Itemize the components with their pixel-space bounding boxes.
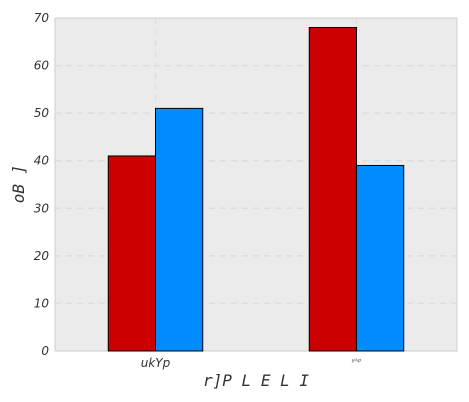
bars-group	[107, 27, 405, 352]
x-tick-label: ʸᴬᵖ	[352, 357, 362, 366]
x-axis-title: r]P L E L I	[203, 371, 309, 390]
y-tick-label: 50	[34, 106, 50, 120]
y-axis-title: oB ]	[9, 165, 28, 204]
y-tick-labels: 0 10 20 30 40 50 60 70	[34, 11, 50, 358]
bar	[308, 27, 358, 352]
y-tick-label: 40	[34, 154, 50, 168]
y-tick-label: 70	[34, 11, 50, 25]
x-tick-labels: ukYp ʸᴬᵖ	[141, 356, 362, 370]
bar	[155, 107, 204, 352]
y-tick-label: 20	[34, 249, 50, 263]
bar	[356, 164, 405, 352]
bar	[107, 155, 156, 352]
y-tick-label: 30	[34, 201, 50, 215]
x-tick-label: ukYp	[141, 356, 171, 370]
y-tick-label: 10	[34, 296, 50, 310]
y-tick-label: 0	[41, 344, 49, 358]
y-tick-label: 60	[34, 59, 50, 73]
